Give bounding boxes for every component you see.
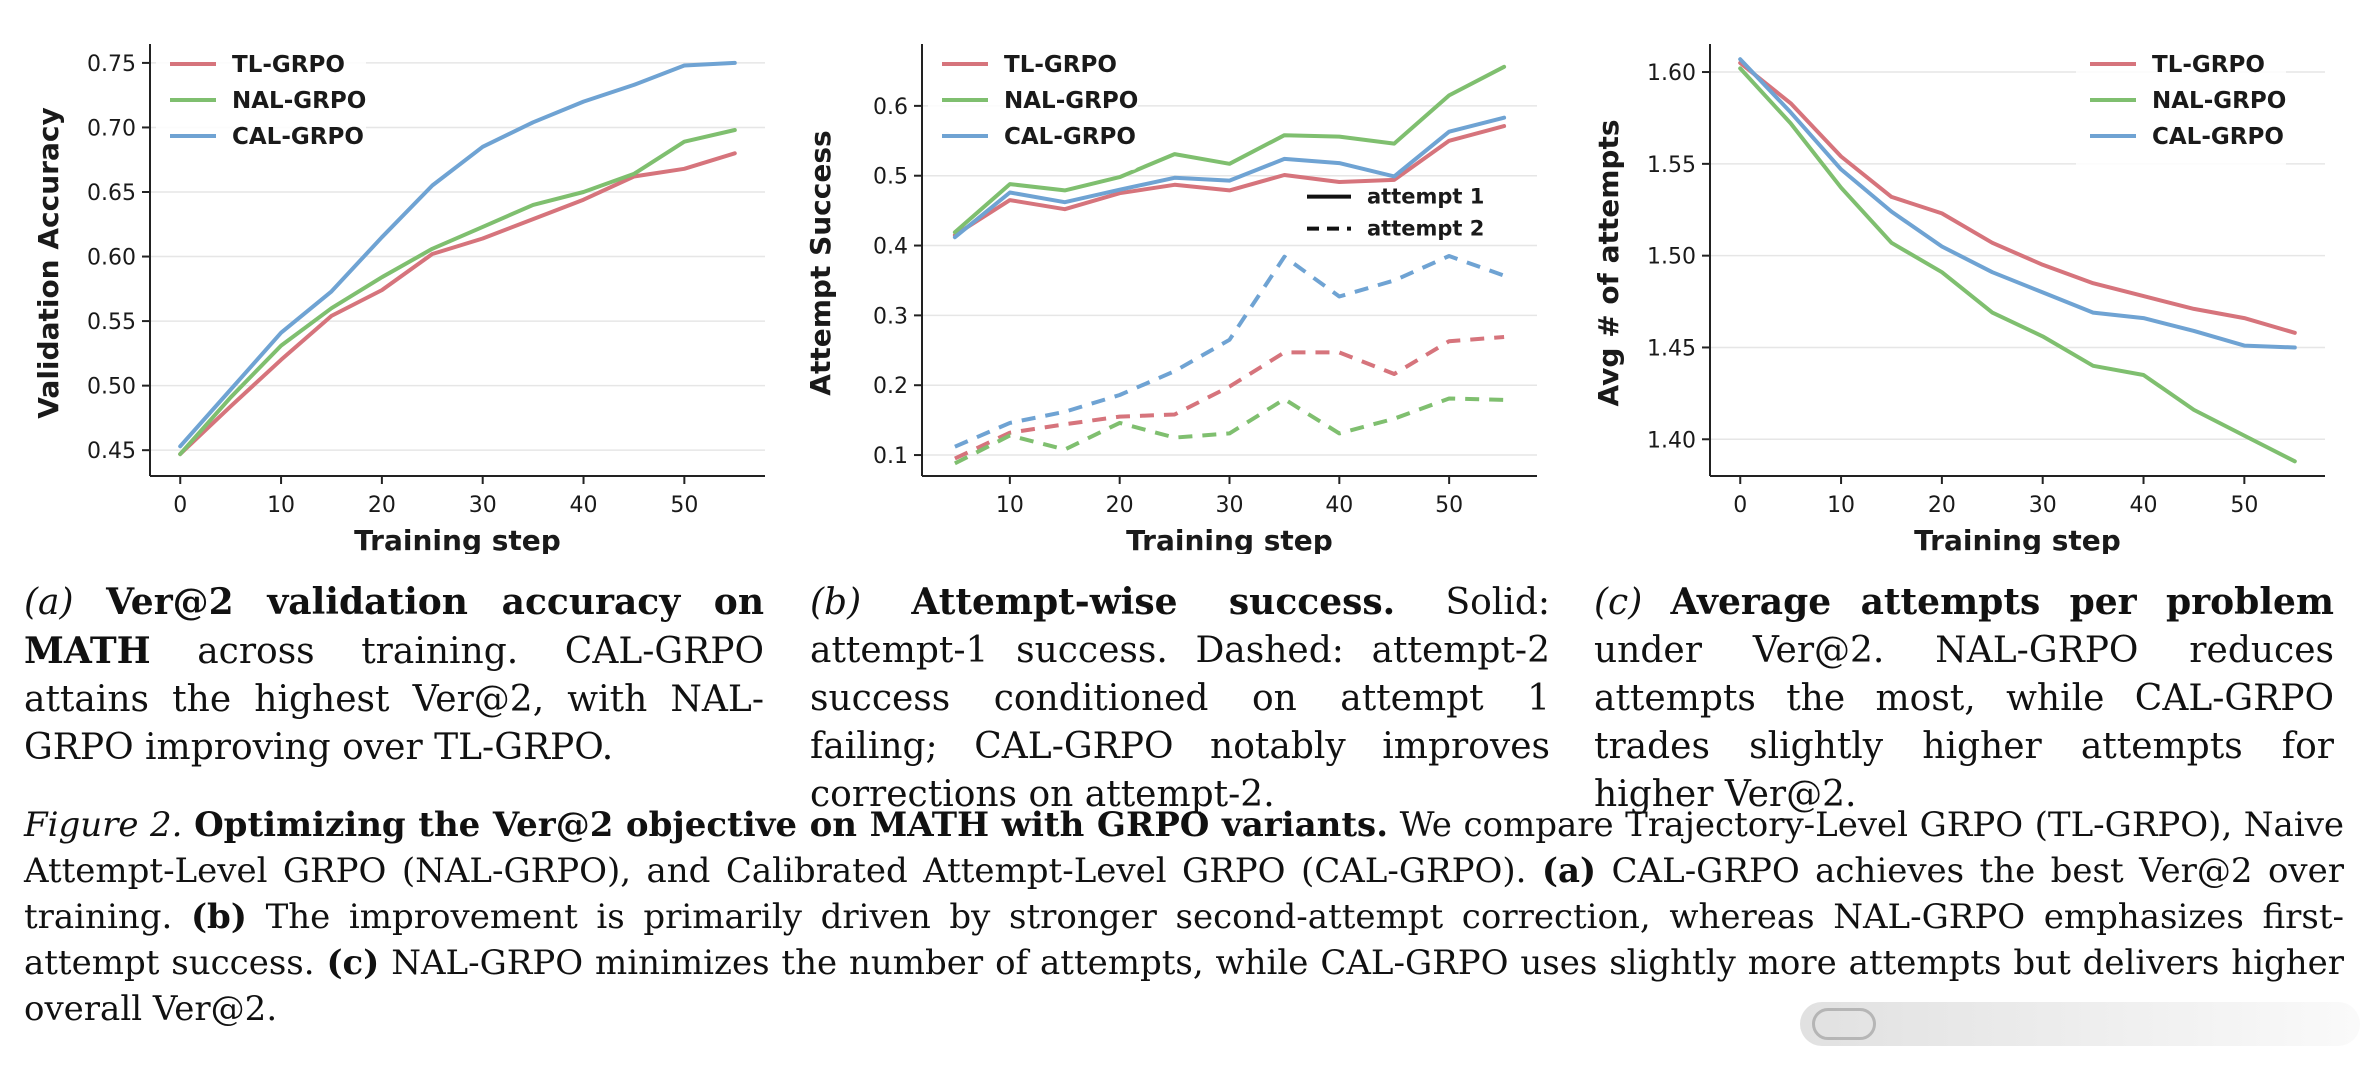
caption-c: (c) Average attempts per problem under V… (1594, 578, 2334, 819)
series-line-cal-grpo (1738, 57, 2297, 350)
x-tick-label: 30 (2029, 493, 2057, 518)
series-line-cal-grpo (178, 60, 737, 449)
style-legend-label: attempt 1 (1367, 185, 1484, 209)
figure-caption-c-marker: (c) (326, 943, 380, 983)
y-tick-label: 1.55 (1647, 153, 1696, 178)
y-tick-label: 0.45 (87, 439, 136, 464)
x-tick-label: 0 (1733, 493, 1747, 518)
figure-caption-c-text: NAL-GRPO minimizes the number of attempt… (24, 943, 2345, 1029)
x-tick-label: 40 (2130, 493, 2158, 518)
y-tick-label: 0.1 (873, 444, 908, 469)
legend-label: CAL-GRPO (2152, 124, 2284, 150)
y-tick-label: 0.6 (873, 95, 908, 120)
y-tick-label: 0.75 (87, 52, 136, 77)
y-axis-label: Avg # of attempts (1592, 119, 1625, 406)
x-tick-label: 20 (1928, 493, 1956, 518)
x-tick-label: 10 (267, 493, 295, 518)
chart-a-svg: 0.45 0.50 0.55 0.60 0.65 0.70 0.75 0 10 20 30 40 50 T… (32, 44, 765, 554)
caption-c-title: Average attempts per problem (1670, 581, 2334, 623)
legend-label: NAL-GRPO (2152, 88, 2286, 114)
x-tick-label: 20 (368, 493, 396, 518)
y-tick-label: 0.4 (873, 235, 908, 260)
figure-caption-a-marker: (a) (1541, 851, 1597, 891)
figure-caption-title: Optimizing the Ver@2 objective on MATH w… (194, 805, 1389, 845)
series-line-tl-grpo (952, 124, 1507, 238)
chart-c-svg: 1.40 1.45 1.50 1.55 1.60 0 10 20 30 40 50 Training … (1592, 44, 2325, 554)
legend-box (928, 46, 1138, 170)
watermark-overlay (1800, 1002, 2360, 1046)
caption-a-label: (a) (24, 582, 74, 623)
figure-caption-b-text: The improvement is primarily driven by s… (24, 897, 2345, 983)
chart-b-attempt-success: 0.1 0.2 0.3 0.4 0.5 0.6 10 20 30 40 50 Training ste… (792, 14, 1582, 554)
y-tick-label: 0.70 (87, 116, 136, 141)
legend-box (156, 46, 366, 170)
legend-label: CAL-GRPO (1004, 124, 1136, 150)
series-line-nal-grpo (178, 128, 737, 457)
figure-caption: Figure 2. Optimizing the Ver@2 objective… (24, 802, 2344, 1032)
caption-a-text: across training. CAL-GRPO attains the hi… (24, 631, 764, 768)
chart-b-svg: 0.1 0.2 0.3 0.4 0.5 0.6 10 20 30 40 50 Training ste… (804, 44, 1537, 554)
y-tick-label: 1.40 (1647, 428, 1696, 453)
y-tick-label: 0.65 (87, 181, 136, 206)
x-tick-label: 50 (670, 493, 698, 518)
caption-b: (b) Attempt-wise success. Solid: attempt… (810, 578, 1550, 819)
series-line-tl-grpo (1738, 60, 2297, 335)
y-tick-label: 1.60 (1647, 61, 1696, 86)
series-line-nal-grpo-attempt2 (953, 396, 1505, 466)
y-tick-label: 0.2 (873, 374, 908, 399)
x-tick-label: 0 (173, 493, 187, 518)
caption-c-text: under Ver@2. NAL-GRPO reduces attempts t… (1594, 630, 2334, 815)
y-tick-label: 0.50 (87, 375, 136, 400)
series-line-nal-grpo (952, 64, 1507, 235)
x-tick-label: 30 (469, 493, 497, 518)
figure-caption-b-marker: (b) (190, 897, 247, 937)
series-line-nal-grpo (1738, 66, 2297, 464)
legend-label: NAL-GRPO (1004, 88, 1138, 114)
x-axis-label: Training step (1914, 524, 2121, 554)
figure-caption-a-text: CAL-GRPO achieves the best Ver@2 over tr… (24, 851, 2344, 937)
x-tick-label: 50 (1435, 493, 1463, 518)
x-tick-label: 10 (996, 493, 1024, 518)
series-line-cal-grpo-attempt2 (954, 254, 1505, 449)
x-axis-label: Training step (354, 524, 561, 554)
y-tick-label: 1.45 (1647, 336, 1696, 361)
legend-label: TL-GRPO (2152, 52, 2265, 78)
caption-b-title: Attempt-wise success. (911, 581, 1396, 623)
x-tick-label: 20 (1106, 493, 1134, 518)
x-axis-label: Training step (1126, 524, 1333, 554)
y-tick-label: 1.50 (1647, 245, 1696, 270)
series-line-tl-grpo (178, 151, 737, 457)
y-tick-label: 0.5 (873, 165, 908, 190)
watermark-icon (1812, 1008, 1876, 1040)
style-legend-label: attempt 2 (1367, 217, 1484, 241)
chart-c-avg-attempts: 1.40 1.45 1.50 1.55 1.60 0 10 20 30 40 50 Training … (1580, 14, 2370, 554)
figure-caption-intro: We compare Trajectory-Level GRPO (TL-GRP… (24, 805, 2345, 891)
chart-a-validation-accuracy: 0.45 0.50 0.55 0.60 0.65 0.70 0.75 0 10 20 30 40 50 T… (10, 14, 800, 554)
series-line-cal-grpo (952, 115, 1507, 240)
x-tick-label: 10 (1827, 493, 1855, 518)
y-axis-label: Validation Accuracy (32, 107, 65, 418)
legend-box (2076, 46, 2286, 170)
legend-label: NAL-GRPO (232, 88, 366, 114)
caption-a-title: Ver@2 validation accuracy on MATH (24, 581, 764, 672)
series-line-tl-grpo-attempt2 (954, 335, 1505, 461)
x-tick-label: 40 (570, 493, 598, 518)
legend-label: TL-GRPO (232, 52, 345, 78)
y-axis-label: Attempt Success (804, 130, 837, 395)
y-tick-label: 0.60 (87, 246, 136, 271)
caption-c-label: (c) (1594, 582, 1643, 623)
caption-b-text: Solid: attempt-1 success. Dashed: attemp… (810, 582, 1550, 815)
legend-label: CAL-GRPO (232, 124, 364, 150)
x-tick-label: 40 (1325, 493, 1353, 518)
y-tick-label: 0.3 (873, 304, 908, 329)
x-tick-label: 30 (1216, 493, 1244, 518)
caption-b-label: (b) (810, 582, 862, 623)
legend-label: TL-GRPO (1004, 52, 1117, 78)
x-tick-label: 50 (2230, 493, 2258, 518)
figure-caption-label: Figure 2. (24, 805, 183, 845)
caption-a: (a) Ver@2 validation accuracy on MATH ac… (24, 578, 764, 772)
y-tick-label: 0.55 (87, 310, 136, 335)
